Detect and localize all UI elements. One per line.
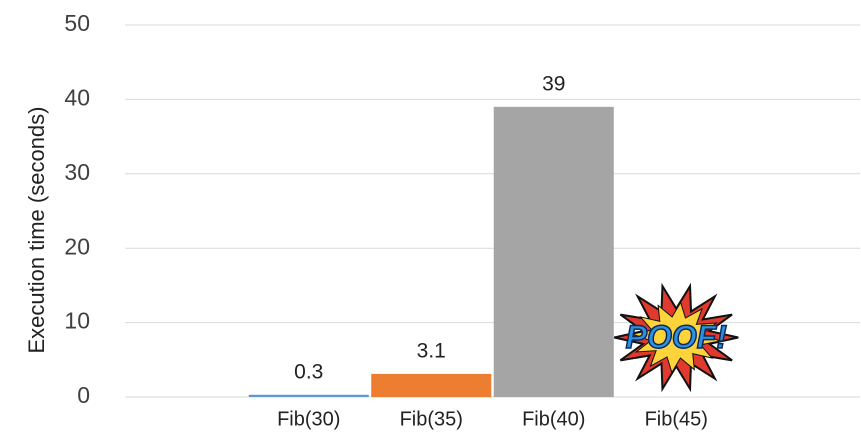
y-tick-label: 10 bbox=[64, 308, 90, 334]
y-tick-label: 20 bbox=[64, 233, 90, 259]
data-label: 39 bbox=[542, 72, 565, 95]
x-tick-label: Fib(35) bbox=[400, 408, 463, 430]
y-tick-label: 0 bbox=[77, 382, 90, 408]
annotation: POOF! bbox=[626, 319, 728, 355]
poof-burst: POOF! bbox=[614, 286, 738, 389]
y-axis-label: Execution time (seconds) bbox=[24, 107, 49, 354]
y-tick-label: 40 bbox=[64, 84, 90, 110]
data-label: 0.3 bbox=[294, 360, 323, 383]
x-tick-label: Fib(40) bbox=[522, 408, 585, 430]
data-label: 3.1 bbox=[417, 339, 446, 362]
bar bbox=[249, 395, 369, 397]
y-tick-label: 50 bbox=[64, 10, 90, 36]
bar bbox=[494, 107, 614, 397]
page: Execution time (seconds) 0 10 20 30 40 50 Fib(… bbox=[0, 0, 861, 441]
y-tick-label: 30 bbox=[64, 159, 90, 185]
chart: Execution time (seconds) 0 10 20 30 40 50 Fib(… bbox=[0, 0, 861, 441]
x-tick-label: Fib(45) bbox=[645, 408, 708, 430]
bar bbox=[371, 374, 491, 397]
x-tick-label: Fib(30) bbox=[277, 408, 340, 430]
